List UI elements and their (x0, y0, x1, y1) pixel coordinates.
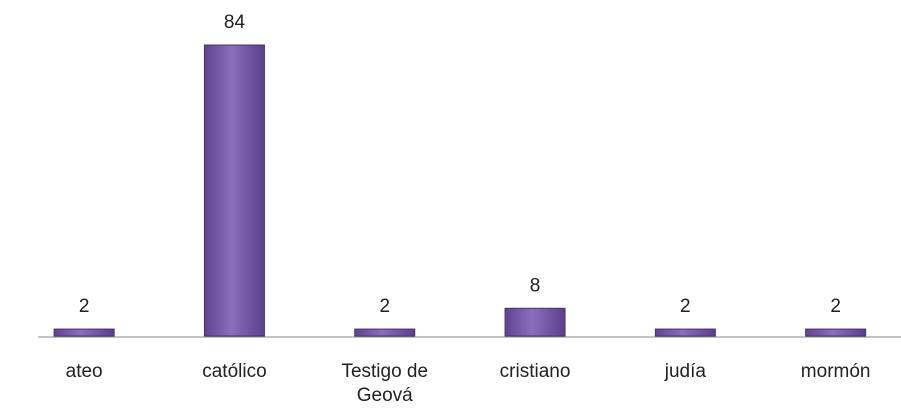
x-tick-label: católico (202, 361, 267, 382)
bar (53, 328, 115, 337)
x-tick-label: ateo (65, 361, 103, 382)
x-tick-label: cristiano (499, 361, 571, 382)
x-tick-label: mormón (800, 361, 871, 382)
data-label: 84 (224, 12, 246, 33)
data-label: 2 (680, 296, 691, 317)
data-label: 2 (379, 296, 390, 317)
bar (805, 328, 867, 337)
bar (203, 44, 265, 337)
bar (654, 328, 716, 337)
bar (504, 307, 566, 337)
bar (354, 328, 416, 337)
x-tick-label: Testigo de Geová (341, 361, 429, 406)
data-label: 8 (530, 275, 541, 296)
data-label: 2 (830, 296, 841, 317)
x-tick-label: judía (664, 361, 706, 382)
data-label: 2 (79, 296, 90, 317)
